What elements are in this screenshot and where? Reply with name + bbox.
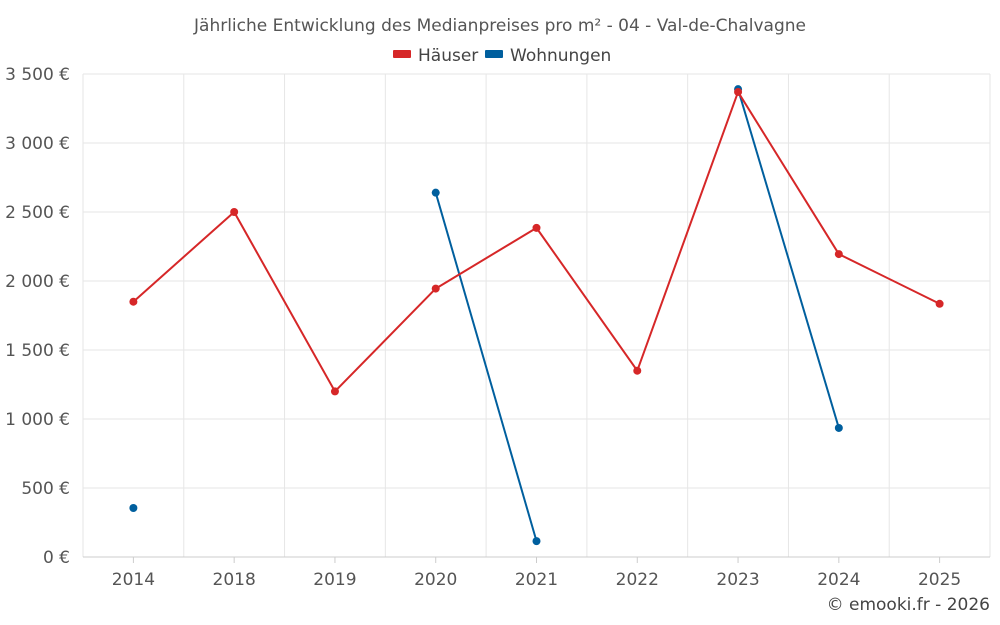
- x-tick-label: 2019: [313, 570, 356, 590]
- data-point-haeuser[interactable]: [532, 223, 541, 232]
- data-point-haeuser[interactable]: [230, 208, 239, 216]
- data-point-haeuser[interactable]: [431, 284, 440, 293]
- legend-swatch-haeuser: [393, 50, 411, 58]
- data-point-wohnungen[interactable]: [532, 537, 541, 546]
- x-tick-label: 2022: [616, 570, 659, 590]
- series-line-haeuser: [132, 90, 941, 393]
- y-tick-label: 2 500 €: [5, 203, 70, 223]
- series-line-wohnungen: [737, 88, 840, 429]
- data-point-haeuser[interactable]: [633, 366, 642, 375]
- y-axis: 0 € 500 € 1 000 € 1 500 € 2 000 € 2 500 € 3 00…: [5, 65, 70, 568]
- legend-swatch-wohnungen: [485, 50, 503, 58]
- y-tick-label: 3 500 €: [5, 65, 70, 85]
- y-tick-label: 2 000 €: [5, 272, 70, 292]
- data-point-haeuser[interactable]: [834, 250, 843, 259]
- data-point-haeuser[interactable]: [129, 297, 138, 306]
- data-point-haeuser[interactable]: [935, 299, 944, 308]
- x-tick-label: 2023: [716, 570, 759, 590]
- data-point-haeuser[interactable]: [330, 387, 339, 396]
- y-tick-label: 1 500 €: [5, 341, 70, 361]
- legend-label-wohnungen[interactable]: Wohnungen: [510, 46, 611, 66]
- y-tick-label: 0 €: [43, 548, 70, 568]
- y-tick-label: 3 000 €: [5, 134, 70, 154]
- data-point-wohnungen[interactable]: [129, 504, 138, 513]
- x-tick-label: 2021: [515, 570, 558, 590]
- data-point-haeuser[interactable]: [734, 87, 743, 96]
- y-tick-label: 500 €: [21, 479, 70, 499]
- data-point-wohnungen[interactable]: [431, 188, 440, 197]
- series-line-wohnungen: [434, 192, 538, 542]
- credit: © emooki.fr - 2026: [827, 595, 990, 615]
- x-tick-label: 2020: [414, 570, 457, 590]
- x-axis: 2014 2018 2019 2020 2021 2022 2023 2024 2025: [83, 556, 990, 590]
- x-tick-label: 2018: [213, 570, 256, 590]
- x-tick-label: 2024: [817, 570, 860, 590]
- chart-title: Jährliche Entwicklung des Medianpreises …: [193, 16, 806, 36]
- y-tick-label: 1 000 €: [5, 410, 70, 430]
- x-tick-label: 2014: [112, 570, 155, 590]
- legend-label-haeuser[interactable]: Häuser: [418, 46, 478, 66]
- grid: [82, 73, 991, 557]
- series-layer: [129, 85, 944, 546]
- legend[interactable]: Häuser Wohnungen: [393, 46, 611, 66]
- x-tick-label: 2025: [918, 570, 961, 590]
- data-point-wohnungen[interactable]: [834, 423, 843, 432]
